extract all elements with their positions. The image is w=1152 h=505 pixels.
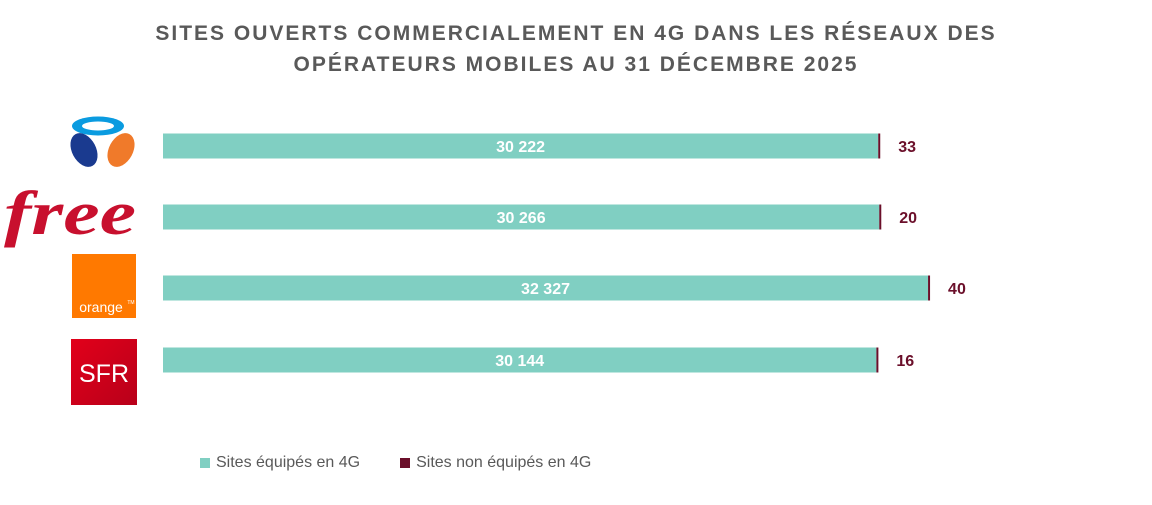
bouygues-logo [70,116,135,167]
data-label-not-equipped-sfr: 16 [896,353,914,370]
bar-equipped-orange [163,275,929,301]
chart-title: SITES OUVERTS COMMERCIALEMENT EN 4G DANS… [0,18,1152,80]
legend-label-equipped: Sites équipés en 4G [216,454,361,471]
legend-item-not-equipped: Sites non équipés en 4G [400,454,591,472]
legend-swatch-not-equipped [400,458,411,468]
sfr-logo: SFR [71,339,137,405]
legend-swatch-equipped [200,458,210,468]
data-label-equipped-bouygues: 30 222 [496,139,545,156]
bar-equipped-bouygues [163,133,879,159]
bars-group: 30 222 33 30 266 20 32 327 40 30 144 16 [163,133,966,373]
legend-item-equipped: Sites équipés en 4G [200,454,360,472]
legend-label-not-equipped: Sites non équipés en 4G [416,454,592,471]
data-label-not-equipped-bouygues: 33 [898,139,916,156]
orange-logo-text: orange [79,299,123,315]
data-label-not-equipped-free: 20 [899,210,917,227]
sfr-logo-text: SFR [79,360,129,388]
data-label-equipped-orange: 32 327 [521,281,570,298]
chart-title-line-2: OPÉRATEURS MOBILES AU 31 DÉCEMBRE 2025 [293,53,859,76]
bar-not-equipped-bouygues [878,133,881,159]
bar-equipped-free [163,204,880,230]
legend: Sites équipés en 4G Sites non équipés en… [200,454,631,472]
data-label-equipped-sfr: 30 144 [495,353,544,370]
data-label-not-equipped-orange: 40 [948,281,966,298]
data-label-equipped-free: 30 266 [497,210,546,227]
bar-not-equipped-free [879,204,882,230]
chart-title-line-1: SITES OUVERTS COMMERCIALEMENT EN 4G DANS… [155,22,997,45]
orange-logo: orange TM [72,254,136,318]
bar-equipped-sfr [163,347,877,373]
free-logo-text: free [4,180,136,248]
free-logo: free [4,180,136,248]
bar-not-equipped-sfr [876,347,879,373]
bar-not-equipped-orange [928,275,931,301]
orange-logo-tm: TM [127,300,134,306]
